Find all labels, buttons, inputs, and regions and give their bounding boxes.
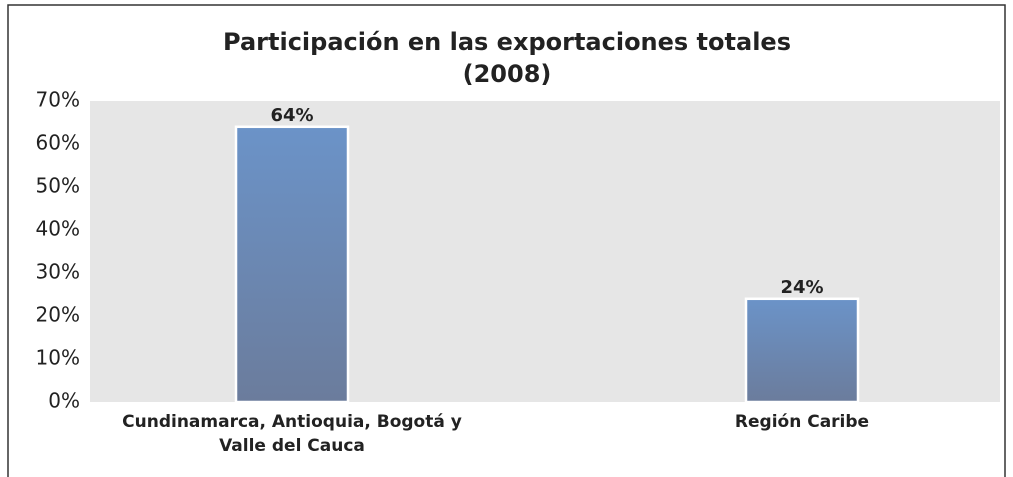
bar: [234, 125, 350, 404]
value-label: 64%: [270, 105, 313, 126]
plot-area: [90, 101, 1000, 402]
y-tick-label: 60%: [36, 131, 80, 155]
x-tick-label: Cundinamarca, Antioquia, Bogotá y Valle …: [122, 412, 462, 456]
y-tick-label: 30%: [36, 260, 80, 284]
y-tick-label: 50%: [36, 174, 80, 198]
frame: [7, 4, 1006, 477]
y-tick-label: 0%: [48, 389, 80, 413]
bar: [744, 297, 860, 404]
chart-title: Participación en las exportaciones total…: [223, 28, 791, 56]
y-tick-label: 70%: [36, 88, 80, 112]
chart-subtitle: (2008): [463, 60, 552, 88]
y-tick-label: 10%: [36, 346, 80, 370]
y-tick-label: 20%: [36, 303, 80, 327]
x-tick-label: Región Caribe: [734, 412, 870, 432]
y-tick-label: 40%: [36, 217, 80, 241]
value-label: 24%: [780, 277, 823, 298]
